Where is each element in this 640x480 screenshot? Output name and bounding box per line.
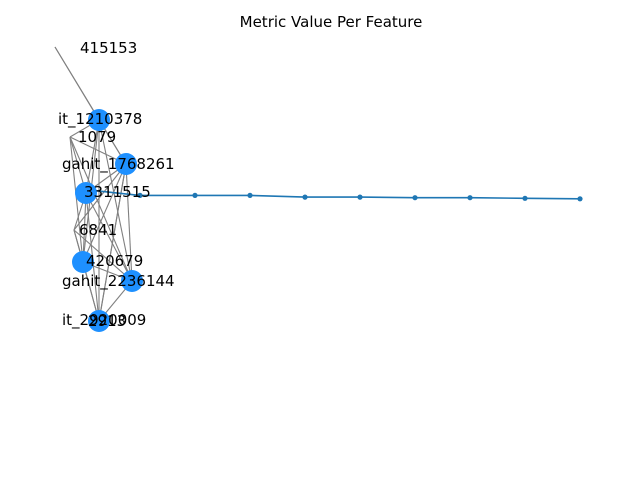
graph-node-label: 1079 [78, 128, 116, 146]
graph-edge [98, 163, 127, 322]
data-point [412, 195, 418, 201]
graph-edge [125, 163, 133, 282]
graph-edge [73, 229, 133, 282]
graph-node-label: 2913 [88, 312, 126, 330]
chart-title: Metric Value Per Feature [240, 13, 423, 31]
graph-node-label: 415153 [80, 39, 137, 57]
graph-node [115, 153, 137, 175]
graph-node-label: 420679 [86, 252, 143, 270]
graph-edge [82, 163, 127, 263]
graph-edge [85, 119, 100, 194]
data-point [577, 196, 583, 202]
graph-node-label: gahit_2236144 [62, 272, 175, 291]
data-point [192, 192, 198, 198]
data-point [137, 192, 143, 198]
graph-node-label: 3311515 [84, 183, 151, 201]
graph-node-label: 6841 [79, 221, 117, 239]
graph-edge [73, 163, 127, 231]
graph-edge [69, 136, 133, 282]
graph-node-label: it_2920009 [62, 311, 146, 330]
data-point [467, 195, 473, 201]
graph-node-label: gahit_1768261 [62, 155, 175, 174]
graph-node-label: it_1210378 [58, 110, 142, 129]
data-point [247, 192, 253, 198]
data-point [302, 194, 308, 200]
graph-nodes [72, 109, 143, 332]
graph-node [88, 109, 110, 131]
graph-node [88, 310, 110, 332]
data-point [357, 194, 363, 200]
graph-node [121, 270, 143, 292]
graph-node [75, 182, 97, 204]
graph-edge [82, 192, 87, 263]
graph-edge [69, 136, 84, 263]
graph-edge [73, 229, 100, 322]
data-point [522, 195, 528, 201]
graph-node [72, 251, 94, 273]
graph-edge [98, 119, 133, 282]
graph-edge [85, 192, 133, 282]
series-line [84, 188, 581, 200]
